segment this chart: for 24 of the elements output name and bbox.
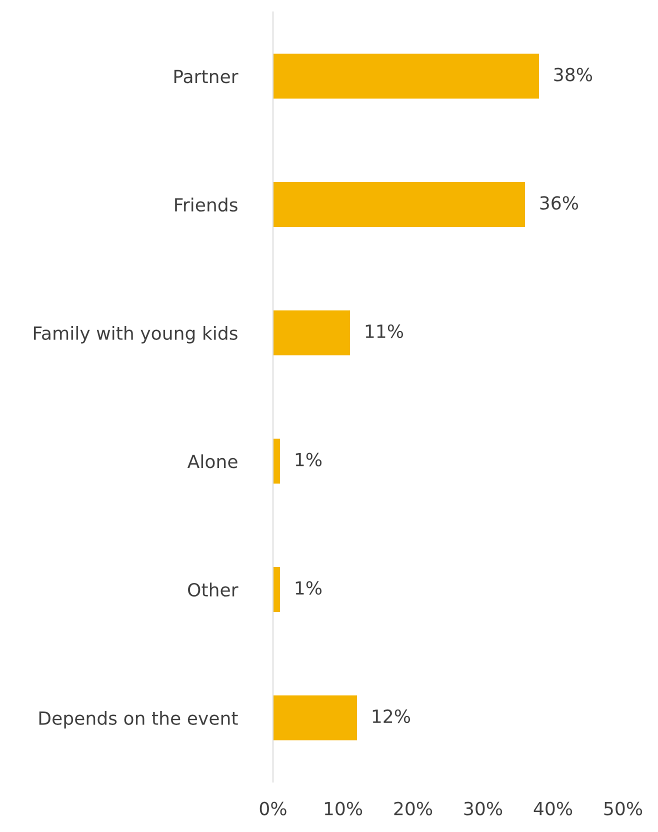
data-label: 1% (296, 452, 322, 466)
bar (273, 567, 280, 612)
y-tick-label: Depends on the event (39, 710, 238, 728)
bar (273, 695, 357, 740)
bar (273, 182, 525, 227)
bar (273, 54, 539, 99)
data-label: 1% (296, 581, 322, 595)
y-tick-label: Partner (174, 70, 238, 84)
data-label: 12% (372, 709, 410, 724)
y-tick-label: Alone (187, 454, 238, 468)
y-tick-label: Other (188, 582, 238, 597)
bar (273, 438, 280, 484)
bar (273, 310, 350, 356)
y-tick-label: Family with young kids (34, 326, 238, 344)
data-label: 38% (554, 68, 592, 82)
x-tick-label: 20% (394, 802, 432, 816)
y-tick-label: Friends (175, 198, 238, 212)
x-tick-label: 10% (324, 802, 362, 816)
x-tick-label: 50% (604, 802, 642, 816)
data-label: 11% (366, 324, 404, 338)
x-tick-label: 40% (534, 802, 572, 816)
x-tick-label: 30% (464, 802, 502, 816)
data-label: 36% (540, 196, 578, 210)
x-tick-label: 0% (260, 802, 286, 816)
